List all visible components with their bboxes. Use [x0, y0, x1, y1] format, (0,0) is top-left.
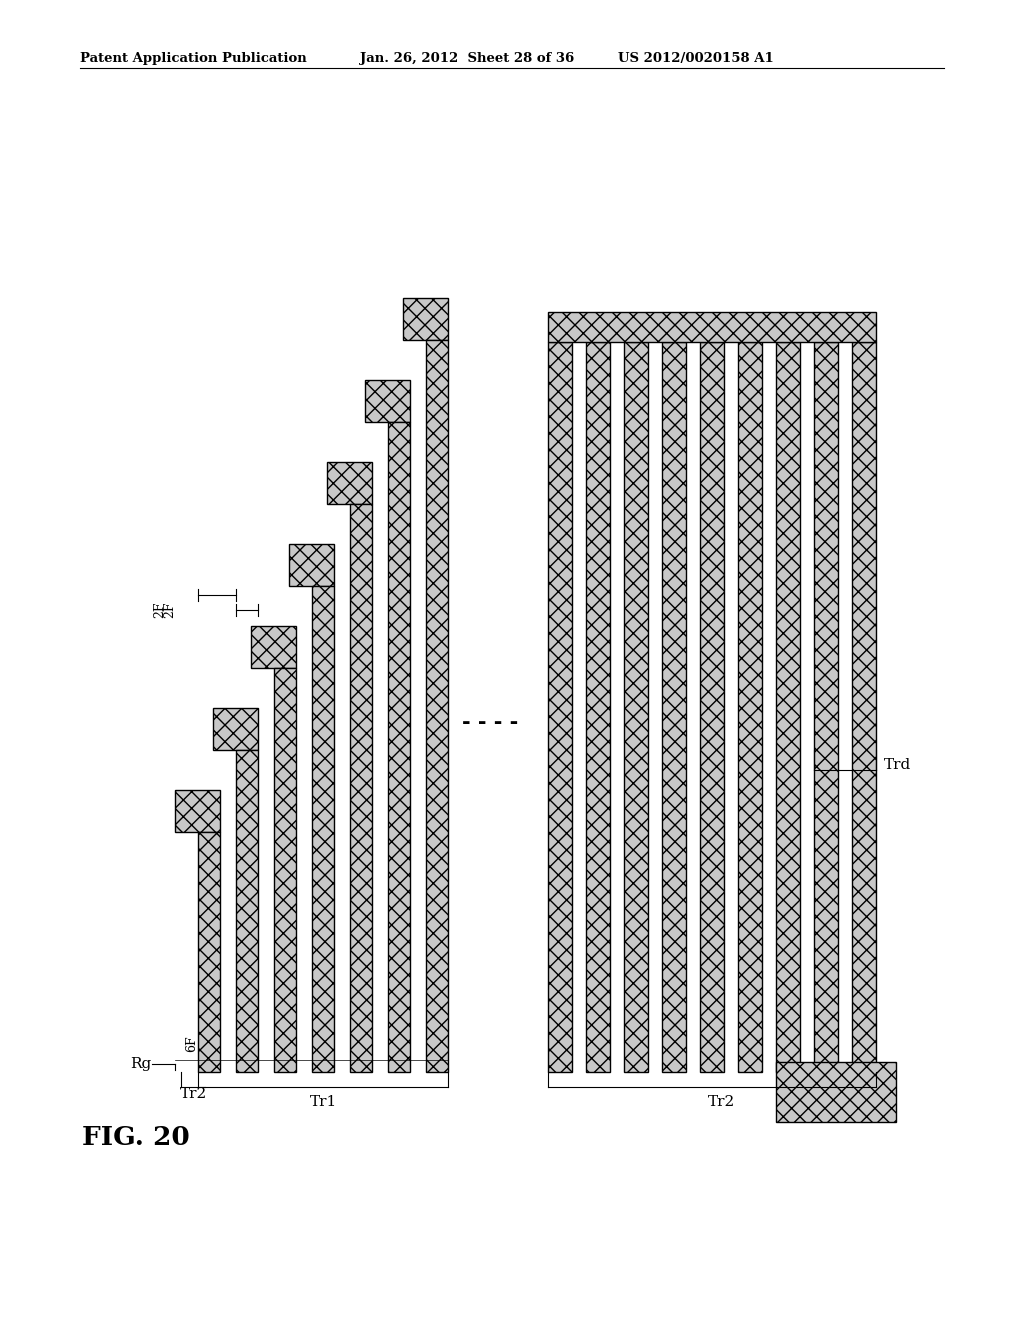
Bar: [738, 342, 762, 1072]
Bar: [662, 342, 686, 1072]
Bar: [213, 708, 258, 750]
Bar: [852, 342, 876, 1072]
Bar: [327, 462, 372, 504]
Bar: [776, 1063, 896, 1122]
Bar: [289, 544, 334, 586]
Text: US 2012/0020158 A1: US 2012/0020158 A1: [618, 51, 774, 65]
Bar: [426, 341, 449, 1072]
Bar: [198, 832, 220, 1072]
Bar: [350, 504, 372, 1072]
Bar: [312, 586, 334, 1072]
Text: Tr2: Tr2: [179, 1086, 207, 1101]
Text: Trd: Trd: [884, 759, 911, 772]
Bar: [236, 750, 258, 1072]
Bar: [548, 312, 876, 342]
Text: - - - -: - - - -: [462, 711, 518, 733]
Bar: [586, 342, 610, 1072]
Bar: [403, 298, 449, 341]
Bar: [776, 342, 800, 1072]
Bar: [814, 342, 838, 1072]
Text: 2F: 2F: [154, 602, 167, 618]
Bar: [624, 342, 648, 1072]
Text: Jan. 26, 2012  Sheet 28 of 36: Jan. 26, 2012 Sheet 28 of 36: [360, 51, 574, 65]
Bar: [365, 380, 410, 422]
Bar: [175, 789, 220, 832]
Text: Tr2: Tr2: [709, 1096, 735, 1109]
Text: Rg: Rg: [130, 1057, 152, 1071]
Text: 2F: 2F: [164, 602, 176, 618]
Bar: [251, 626, 296, 668]
Bar: [548, 342, 572, 1072]
Text: Tr1: Tr1: [309, 1096, 337, 1109]
Text: Patent Application Publication: Patent Application Publication: [80, 51, 307, 65]
Bar: [388, 422, 410, 1072]
Text: FIG. 20: FIG. 20: [82, 1125, 189, 1150]
Bar: [274, 668, 296, 1072]
Text: 6F: 6F: [185, 1035, 199, 1052]
Bar: [700, 342, 724, 1072]
